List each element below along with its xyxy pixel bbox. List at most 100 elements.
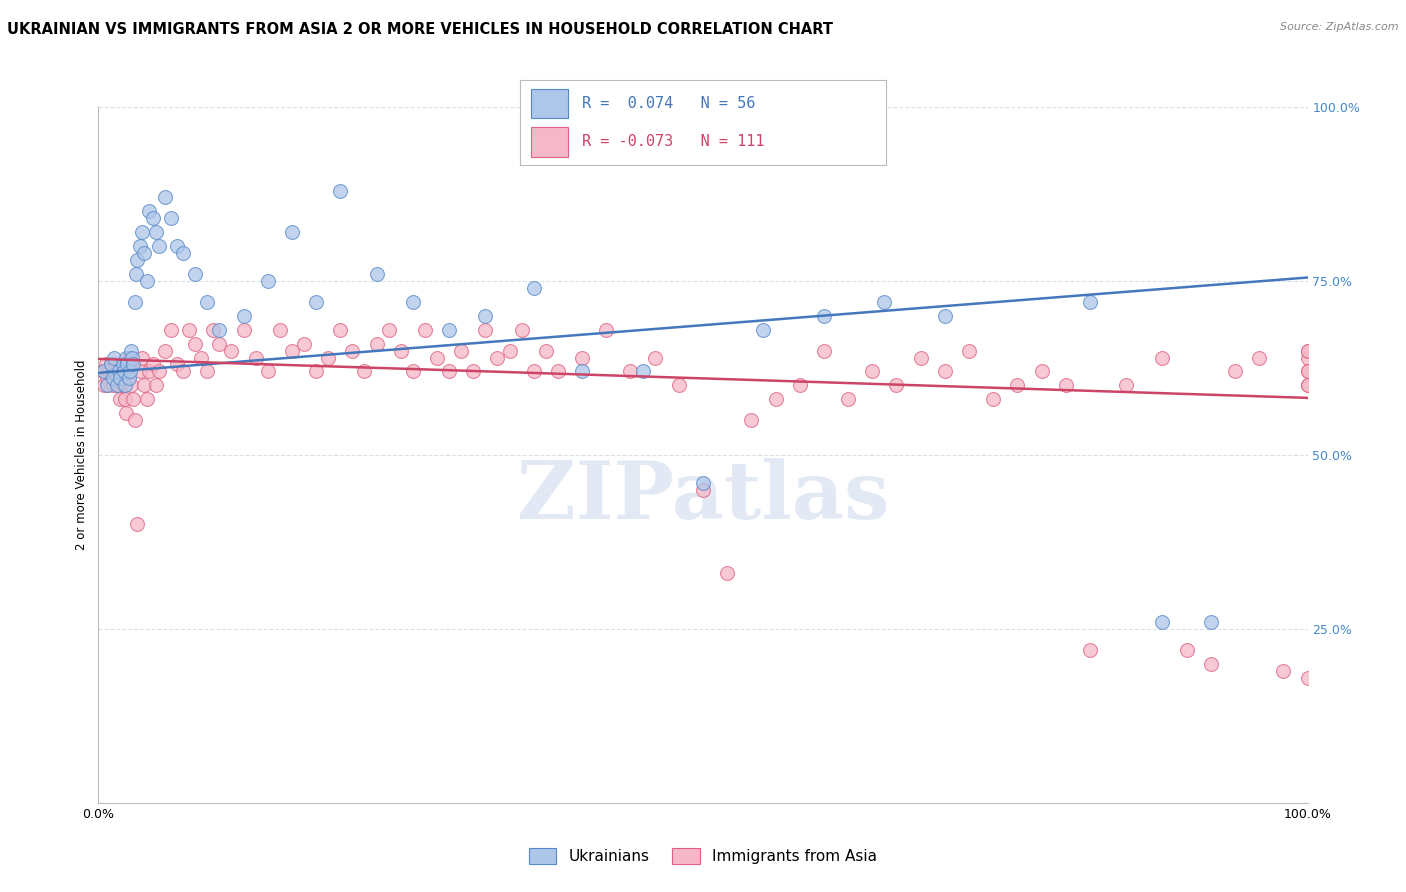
Point (474, 309, 496, 323)
Point (463, 364, 485, 378)
Point (813, 309, 835, 323)
Point (486, 351, 509, 365)
Legend: Ukrainians, Immigrants from Asia: Ukrainians, Immigrants from Asia (522, 840, 884, 871)
Point (1054, 378, 1077, 392)
Point (111, 378, 134, 392)
Text: R = -0.073   N = 111: R = -0.073 N = 111 (582, 134, 765, 149)
Point (934, 309, 956, 323)
Point (145, 378, 167, 392)
Point (413, 323, 436, 337)
Point (1296, 364, 1319, 378)
Text: R =  0.074   N = 56: R = 0.074 N = 56 (582, 95, 756, 111)
Point (131, 351, 153, 365)
Point (120, 343, 142, 358)
Point (245, 351, 267, 365)
Point (190, 351, 212, 365)
Point (269, 323, 291, 337)
Point (142, 211, 165, 226)
Point (1007, 378, 1029, 392)
Point (108, 392, 131, 407)
Point (1115, 378, 1137, 392)
Point (232, 323, 254, 337)
Point (115, 351, 138, 365)
Point (316, 351, 339, 365)
Point (292, 336, 315, 351)
Point (450, 343, 472, 358)
Point (91, 364, 114, 378)
Point (281, 225, 304, 239)
Point (353, 364, 375, 378)
Point (208, 336, 231, 351)
Point (644, 351, 666, 365)
Point (118, 364, 141, 378)
Point (131, 225, 153, 239)
Point (112, 364, 135, 378)
Point (145, 225, 167, 239)
Point (523, 364, 546, 378)
Point (1199, 657, 1222, 671)
Point (117, 358, 139, 372)
Point (208, 323, 231, 337)
Point (134, 246, 156, 260)
Point (172, 364, 194, 378)
Point (281, 343, 304, 358)
Point (752, 323, 775, 337)
FancyBboxPatch shape (531, 127, 568, 157)
Point (837, 392, 859, 407)
Point (221, 343, 243, 358)
Text: ZIPatlas: ZIPatlas (517, 458, 889, 536)
Point (377, 323, 399, 337)
Point (1031, 364, 1053, 378)
Point (108, 364, 131, 378)
Point (114, 378, 136, 392)
Point (107, 378, 129, 392)
Point (121, 358, 143, 372)
Point (1296, 343, 1319, 358)
Point (498, 343, 520, 358)
Point (1078, 642, 1101, 657)
Point (957, 343, 980, 358)
Point (692, 483, 714, 497)
Y-axis label: 2 or more Vehicles in Household: 2 or more Vehicles in Household (75, 359, 89, 550)
Text: UKRAINIAN VS IMMIGRANTS FROM ASIA 2 OR MORE VEHICLES IN HOUSEHOLD CORRELATION CH: UKRAINIAN VS IMMIGRANTS FROM ASIA 2 OR M… (7, 22, 832, 37)
Point (104, 358, 127, 372)
Point (595, 323, 617, 337)
Point (910, 351, 932, 365)
Point (342, 343, 364, 358)
Point (105, 371, 128, 385)
Point (148, 364, 170, 378)
Point (103, 351, 125, 365)
Point (138, 364, 160, 378)
Point (153, 343, 176, 358)
Point (172, 246, 194, 260)
Point (108, 371, 131, 385)
Point (1152, 351, 1174, 365)
Point (121, 351, 143, 365)
Point (153, 190, 176, 204)
Point (1272, 664, 1295, 678)
Point (510, 323, 533, 337)
Point (179, 323, 201, 337)
Point (571, 364, 593, 378)
Point (1296, 378, 1319, 392)
Point (402, 364, 425, 378)
Point (160, 323, 183, 337)
Point (195, 294, 218, 309)
Point (1175, 642, 1198, 657)
Point (202, 323, 225, 337)
Point (534, 343, 557, 358)
Point (1296, 378, 1319, 392)
Point (98, 364, 121, 378)
Point (813, 343, 835, 358)
Point (1199, 615, 1222, 629)
Point (668, 378, 690, 392)
Point (124, 413, 146, 427)
Point (166, 358, 188, 372)
Point (619, 364, 641, 378)
Point (128, 239, 150, 253)
Point (740, 413, 762, 427)
Point (886, 378, 908, 392)
Point (426, 351, 449, 365)
Point (142, 358, 165, 372)
Point (160, 211, 183, 226)
